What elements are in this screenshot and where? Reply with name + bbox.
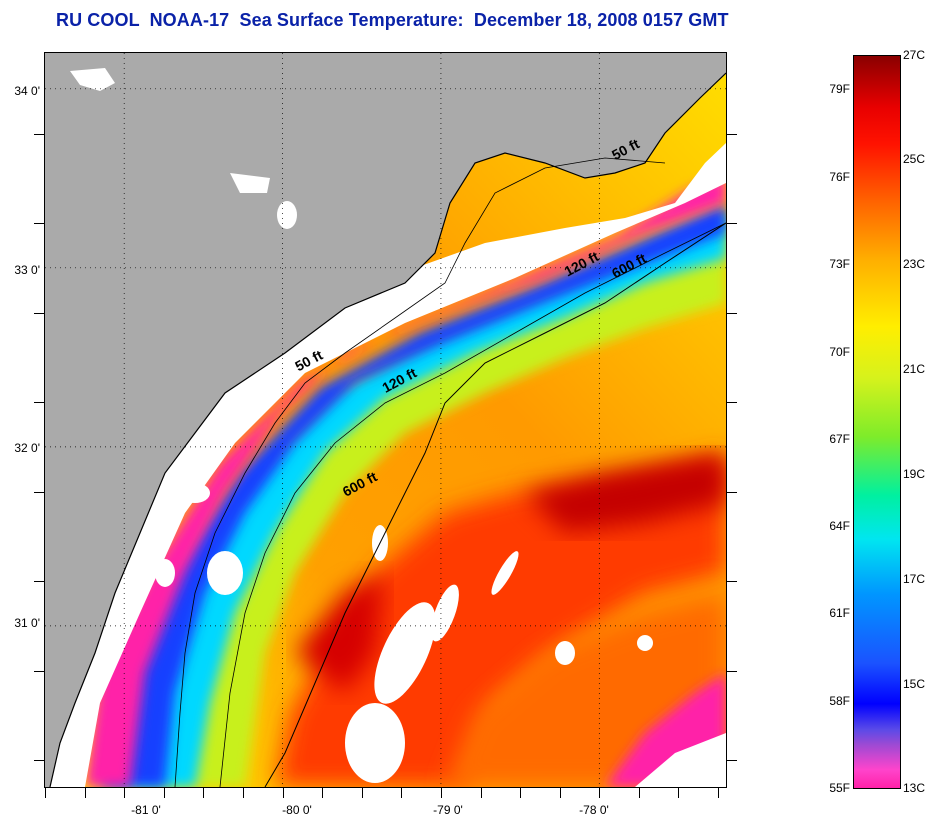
x-axis-tick [45,788,46,798]
shelf-blue [100,203,726,787]
gulf-stream-hot-2 [295,573,385,693]
land-cloud [70,68,297,229]
x-axis-tick [678,788,680,798]
xtick-label-80: -80 0' [282,803,312,817]
x-axis-tick [361,788,363,798]
land-mass [45,53,726,787]
colorbar-f-label: 67F [829,432,850,446]
y-axis-tick [727,133,737,135]
isobath-50ft [174,157,666,787]
cloud-patches [155,483,653,783]
x-axis-tick [599,788,601,798]
y-axis-tick [34,223,44,225]
y-axis-tick [727,402,737,404]
y-axis-tick [727,670,737,672]
x-axis-tick [163,788,165,798]
gulf-stream-hot [525,453,726,533]
xtick-label-81: -81 0' [131,803,161,817]
x-axis-tick [322,788,324,798]
x-axis-tick [718,788,720,798]
colorbar-c-label: 15C [903,677,926,691]
ytick-label-32: 32 0' [14,441,40,455]
colorbar-f-label: 64F [829,519,850,533]
colorbar-c-label: 23C [903,257,926,271]
y-axis-tick [727,760,737,762]
ytick-label-34: 34 0' [14,84,40,98]
colorbar-f-label: 70F [829,345,850,359]
x-axis-tick [242,788,244,798]
x-axis-tick [203,788,205,798]
colorbar-f-label: 76F [829,170,850,184]
map-title: RU COOL NOAA-17 Sea Surface Temperature:… [56,10,729,30]
colorbar-c-label: 25C [903,152,926,166]
x-axis-tick [480,788,482,798]
colorbar-f-label: 61F [829,606,850,620]
x-axis-tick [282,788,284,798]
isobath-600ft [264,222,726,787]
colorbar-f-label: 58F [829,694,850,708]
y-axis-tick [34,581,44,583]
colorbar-c-label: 27C [903,48,926,62]
y-axis-tick [34,670,44,672]
nearshore-magenta [85,173,726,787]
x-axis-tick [638,788,640,798]
colorbar-f-label: 79F [829,82,850,96]
x-axis-tick [401,788,403,798]
colorbar-c-label: 19C [903,467,926,481]
xtick-label-78: -78 0' [579,803,609,817]
y-axis-tick [727,223,737,225]
y-axis-tick [727,491,737,493]
y-axis-tick [727,581,737,583]
colorbar-f-label: 73F [829,257,850,271]
cloud-nearshore [45,143,726,787]
colorbar-c-label: 13C [903,781,926,795]
colorbar-c-label: 17C [903,572,926,586]
ytick-label-33: 33 0' [14,263,40,277]
x-axis-tick [440,788,442,798]
y-axis-tick [34,312,44,314]
sst-map[interactable]: 50 ft 50 ft 120 ft 120 ft 600 ft 600 ft [44,52,727,788]
isobath-120ft [219,222,726,787]
y-axis-tick [34,133,44,135]
y-axis-tick [34,402,44,404]
x-axis-tick [520,788,522,798]
xtick-label-79: -79 0' [433,803,463,817]
x-axis-tick [124,788,126,798]
colorbar-c-label: 21C [903,362,926,376]
ytick-label-31: 31 0' [14,616,40,630]
coastline [49,72,726,787]
x-axis-tick [84,788,86,798]
y-axis-tick [34,491,44,493]
southeast-cloud [635,733,726,787]
temperature-colorbar [853,55,901,789]
x-axis-tick [559,788,561,798]
y-axis-tick [34,760,44,762]
y-axis-tick [727,312,737,314]
graticule [45,53,726,787]
colorbar-f-label: 55F [829,781,850,795]
